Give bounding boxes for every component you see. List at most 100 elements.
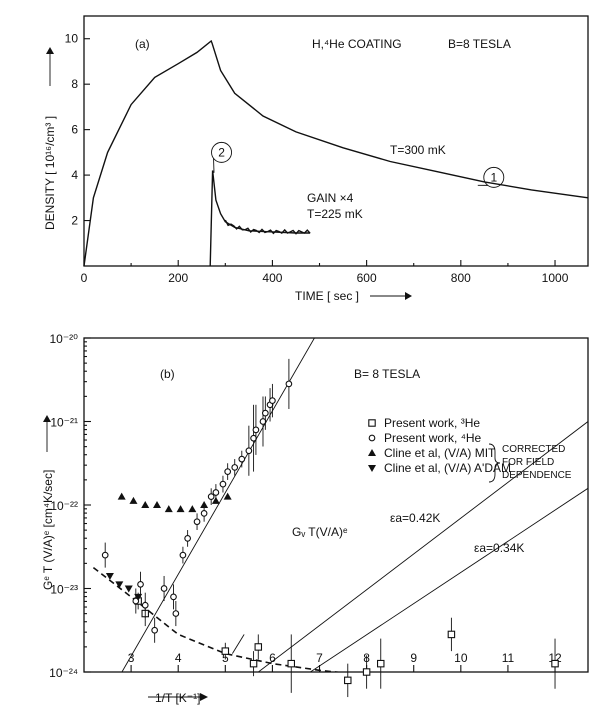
panel-a-x-tick-label: 800 [451, 271, 471, 285]
panel-a-x-tick-label: 0 [81, 271, 88, 285]
data-point-circle [207, 493, 215, 501]
data-point-circle [193, 518, 201, 526]
data-point-square [551, 659, 559, 668]
data-point-triangle-up [211, 496, 220, 504]
panel-b-y-tick-label: 10⁻²¹ [50, 416, 78, 430]
data-point-circle [219, 480, 227, 488]
series-2-temp-label: T=225 mK [307, 207, 363, 221]
legend-marker-circle [368, 434, 376, 442]
brace-note: CORRECTED FOR FIELD DEPENDENCE [502, 444, 572, 481]
panel-b-y-tick-label: 10⁻²² [50, 499, 78, 513]
data-point-square [376, 659, 385, 668]
data-point-circle [184, 535, 191, 542]
panel-b-y-tick-label: 10⁻²³ [50, 583, 78, 597]
data-point-circle [261, 409, 269, 417]
data-point-circle [172, 610, 180, 617]
legend-entry: Cline et al, (V/A) MIT [384, 446, 496, 460]
legend-entry: Cline et al, (V/A) A'DAM [384, 461, 511, 475]
legend-marker-triangle-down [368, 465, 376, 472]
series-2-marker-text: 2 [218, 145, 225, 159]
panel-b-x-arrow-head [200, 693, 208, 701]
data-point-triangle-up [188, 505, 197, 513]
data-point-circle [101, 551, 109, 559]
series-2-curve [209, 170, 311, 267]
data-point-square [344, 676, 352, 685]
panel-a-annotation-coating: H,⁴He COATING [312, 37, 402, 51]
panel-a-y-tick-label: 10 [65, 32, 79, 46]
data-point-circle [252, 426, 260, 434]
panel-b-label: (b) [160, 367, 175, 381]
panel-a-y-arrow-head [46, 47, 54, 54]
panel-b-x-tick-label: 4 [175, 651, 182, 665]
panel-b-frame [83, 337, 589, 673]
panel-b-y-arrow-head [43, 415, 51, 422]
data-point-circle [137, 580, 144, 588]
data-point-circle [141, 601, 149, 609]
line-fit [92, 566, 344, 672]
line-0.42K [257, 421, 588, 672]
panel-b-x-tick-label: 11 [502, 651, 515, 665]
panel-a-x-tick-label: 200 [168, 271, 188, 285]
line-0.34K [309, 487, 588, 672]
brace-note-line-2: FOR FIELD [502, 457, 554, 468]
panel-a-y-tick-label: 8 [71, 77, 78, 91]
data-point-circle [224, 468, 232, 475]
data-point-circle [179, 551, 187, 559]
data-point-triangle-up [117, 492, 126, 500]
line-label-034: εa=0.34K [474, 541, 524, 555]
data-point-circle [170, 593, 177, 601]
data-point-triangle-down [134, 593, 143, 601]
panel-b-x-tick-label: 6 [269, 651, 276, 665]
line-steep [121, 338, 315, 672]
panel-a-label: (a) [135, 37, 150, 51]
panel-b-x-tick-label: 9 [410, 651, 417, 665]
panel-a-x-axis-label: TIME [ sec ] [295, 289, 359, 303]
brace-note-line-3: DEPENDENCE [502, 470, 572, 481]
panel-a-y-tick-label: 6 [71, 123, 78, 137]
data-point-circle [200, 509, 208, 517]
panel-a-x-tick-label: 1000 [542, 271, 569, 285]
fit-label-leader [231, 634, 245, 654]
series-1-marker-circle [483, 166, 505, 188]
data-point-triangle-up [200, 501, 209, 508]
panel-b-x-tick-label: 10 [454, 651, 468, 665]
data-point-circle [245, 447, 253, 455]
panel-a-y-tick-label: 4 [71, 168, 78, 182]
data-point-triangle-up [223, 492, 232, 500]
series-1-curve [83, 39, 589, 267]
data-point-triangle-up [164, 505, 173, 513]
panel-b-y-tick-label: 10⁻²⁴ [49, 666, 78, 680]
panel-a-x-tick-label: 600 [357, 271, 377, 285]
panel-b-x-tick-label: 7 [316, 651, 323, 665]
data-point-circle [285, 380, 293, 388]
data-point-triangle-up [176, 505, 185, 513]
legend-marker-square [368, 419, 376, 427]
data-point-circle [231, 464, 239, 471]
data-point-circle [132, 597, 140, 605]
panel-b-x-axis-label: 1/T [K⁻¹] [155, 691, 200, 705]
data-point-triangle-down [115, 581, 124, 589]
line-label-042: εa=0.42K [390, 511, 440, 525]
brace [488, 443, 501, 483]
data-point-square [287, 659, 296, 668]
panel-b-annotation-field: B= 8 TESLA [354, 367, 420, 381]
legend-entry: Present work, ⁴He [384, 431, 482, 445]
series-1-label: T=300 mK [390, 143, 446, 157]
series-2-noise [224, 219, 311, 235]
panel-a-y-axis-label: DENSITY [ 10¹⁶/cm³ ] [43, 116, 57, 230]
data-point-circle [151, 626, 159, 634]
data-point-square [221, 647, 230, 655]
data-point-triangle-up [141, 501, 150, 508]
data-point-square [254, 643, 263, 651]
panel-a-annotation-field: B=8 TESLA [448, 37, 511, 51]
data-point-triangle-up [129, 496, 138, 504]
panel-a-x-tick-label: 400 [262, 271, 282, 285]
legend-marker-triangle-up [368, 449, 376, 456]
panel-b-y-tick-label: 10⁻²⁰ [50, 332, 79, 346]
panel-a-frame [83, 15, 589, 267]
